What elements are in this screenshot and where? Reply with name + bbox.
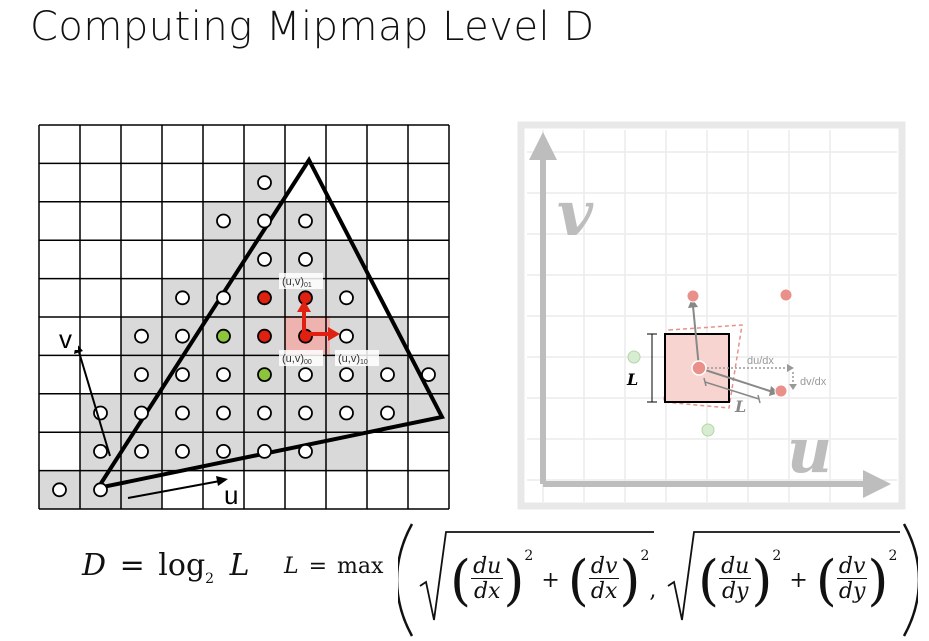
sample-dot	[134, 405, 149, 421]
v-axis-label: v	[557, 177, 594, 250]
sample-dot	[257, 213, 272, 229]
uv00-label: (u,v)00	[282, 353, 312, 366]
du-vector-arrow	[698, 367, 774, 393]
sample-dot	[134, 443, 149, 459]
sample-points	[52, 175, 436, 498]
sample-dot	[216, 405, 231, 421]
v-label-bg	[56, 324, 78, 350]
sample-dot	[421, 367, 436, 383]
sample-dot	[257, 251, 272, 267]
L-diag-bracket	[704, 381, 760, 400]
sample-point-right	[774, 384, 788, 398]
uv00-label-bg	[279, 350, 323, 366]
texel-grid	[527, 130, 897, 502]
sample-dot	[175, 367, 190, 383]
sample-dot	[339, 367, 354, 383]
sample-dot	[134, 328, 149, 344]
sample-dot	[257, 175, 272, 190]
arrow-up-head	[297, 300, 311, 312]
L-diag-label: L	[734, 397, 746, 416]
page-title: Computing Mipmap Level D	[30, 4, 595, 50]
sample-point-center	[691, 360, 707, 376]
sample-dot	[298, 443, 313, 459]
v-axis-label: v	[59, 324, 72, 354]
v-axis-head	[529, 132, 557, 160]
sample-dot	[52, 482, 67, 498]
sample-dot	[216, 213, 231, 229]
sample-point-top-right	[779, 288, 793, 302]
v-axis-arrow-shaft	[78, 351, 111, 457]
u-axis-label: u	[224, 480, 238, 510]
sample-point-green-left	[627, 350, 641, 364]
u-axis-label: u	[787, 414, 832, 487]
sqrt-1	[419, 531, 654, 621]
sample-dot	[175, 328, 190, 344]
sample-dot	[257, 443, 272, 459]
pixel-grid	[38, 124, 450, 510]
sample-dot	[380, 405, 395, 421]
sample-dot	[339, 328, 354, 344]
uv01-label: (u,v)01	[282, 276, 312, 289]
sqrt1-content: ( du dx ) 2 + ( dv dx ) 2 ,	[450, 548, 657, 612]
sample-dot	[175, 443, 190, 459]
sample-dot-red	[257, 290, 272, 306]
sample-point-green-bottom	[701, 423, 715, 437]
dv-vector-arrow	[692, 305, 700, 369]
sample-point-top	[686, 289, 700, 303]
sample-dot	[298, 367, 313, 383]
dv-dx-label: dv/dx	[800, 376, 827, 388]
u-axis-head	[863, 470, 891, 498]
sample-dot	[257, 405, 272, 421]
sample-dot	[175, 290, 190, 306]
u-axis-arrow-head	[216, 476, 228, 486]
texture-sample-grid-diagram: (u,v)01 (u,v)00 (u,v)10 v u	[38, 124, 450, 510]
sample-dot	[298, 213, 313, 229]
sample-dot-red	[257, 328, 272, 344]
formula-max-args	[398, 523, 918, 637]
sample-dot	[134, 367, 149, 383]
sqrt-2	[667, 531, 900, 621]
sample-dot	[216, 443, 231, 459]
sample-dot	[380, 367, 395, 383]
sample-dot	[298, 251, 313, 267]
formula-L-equation: L = max	[284, 554, 384, 579]
sqrt2-content: ( du dy ) 2 + ( dv dy ) 2	[698, 548, 898, 612]
sample-dot-red	[298, 290, 313, 306]
uv10-label: (u,v)10	[338, 353, 368, 366]
sample-dot	[339, 290, 354, 306]
sample-dot-green	[257, 367, 272, 383]
sample-dot	[216, 290, 231, 306]
du-dx-label: du/dx	[747, 355, 774, 367]
outer-paren-left	[398, 523, 414, 637]
uv10-label-bg	[335, 350, 379, 366]
uv01-label-bg	[279, 273, 323, 289]
texture-space-footprint-diagram: v u L L du/dx dv/dx	[517, 121, 906, 510]
sample-dot-green	[216, 328, 231, 344]
L-left-label: L	[626, 370, 638, 389]
sample-dot	[93, 443, 108, 459]
dv-vector-head	[688, 298, 698, 308]
arrow-right-head	[328, 327, 340, 341]
outer-paren-right	[902, 523, 918, 637]
sample-dot	[216, 367, 231, 383]
u-axis-arrow-shaft	[127, 480, 221, 499]
sample-dot	[298, 405, 313, 421]
mipmap-formula: D = log2 L L = max ( du dx ) 2 + ( dv dx )…	[80, 520, 929, 641]
derivative-arrows	[297, 300, 340, 341]
sample-dot	[93, 482, 108, 498]
formula-D-equation: D = log2 L	[82, 548, 250, 587]
sample-dot	[339, 405, 354, 421]
sample-dot	[175, 405, 190, 421]
